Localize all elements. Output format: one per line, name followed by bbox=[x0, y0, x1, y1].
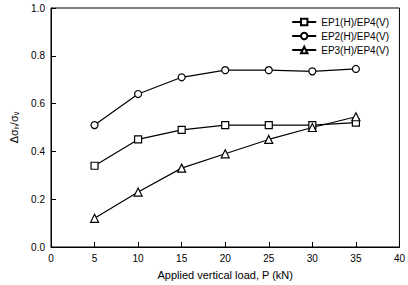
svg-text:0: 0 bbox=[48, 253, 54, 264]
svg-text:0.8: 0.8 bbox=[31, 50, 45, 61]
svg-text:40: 40 bbox=[394, 253, 406, 264]
svg-text:30: 30 bbox=[307, 253, 319, 264]
svg-text:Applied vertical load, P (kN): Applied vertical load, P (kN) bbox=[157, 269, 293, 281]
svg-text:35: 35 bbox=[350, 253, 362, 264]
svg-text:1.0: 1.0 bbox=[31, 3, 45, 14]
svg-text:5: 5 bbox=[92, 253, 98, 264]
svg-text:0.0: 0.0 bbox=[31, 242, 45, 253]
svg-text:0.6: 0.6 bbox=[31, 98, 45, 109]
svg-text:10: 10 bbox=[133, 253, 145, 264]
svg-text:25: 25 bbox=[263, 253, 275, 264]
svg-text:EP3(H)/EP4(V): EP3(H)/EP4(V) bbox=[321, 45, 389, 56]
svg-text:0.2: 0.2 bbox=[31, 194, 45, 205]
svg-text:20: 20 bbox=[220, 253, 232, 264]
svg-text:Δσₕ/σᵥ: Δσₕ/σᵥ bbox=[8, 111, 20, 143]
svg-text:EP1(H)/EP4(V): EP1(H)/EP4(V) bbox=[321, 17, 389, 28]
svg-text:0.4: 0.4 bbox=[31, 146, 45, 157]
svg-text:EP2(H)/EP4(V): EP2(H)/EP4(V) bbox=[321, 31, 389, 42]
svg-text:15: 15 bbox=[176, 253, 188, 264]
